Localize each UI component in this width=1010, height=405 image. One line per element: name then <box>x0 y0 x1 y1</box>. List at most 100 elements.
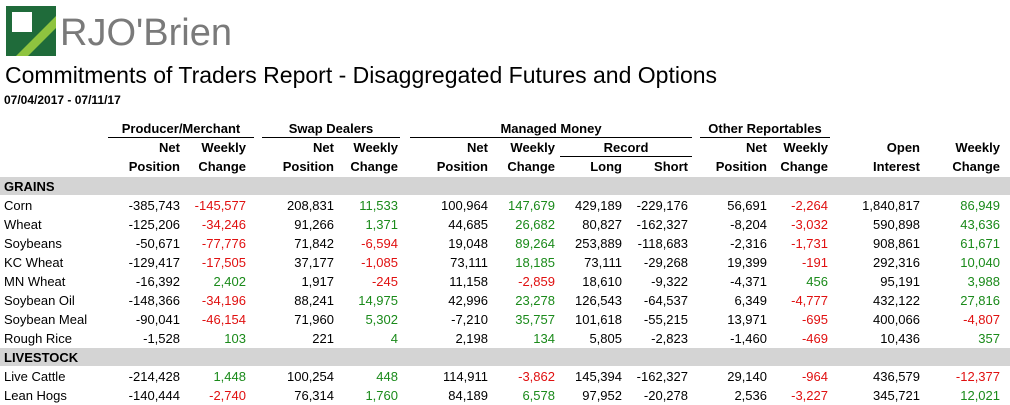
cell-oi-weekly-change: 27,816 <box>960 293 1000 308</box>
hdr-record-short: Short <box>654 159 688 174</box>
cell-prod-net-position: -90,041 <box>135 312 180 327</box>
cell-other-net-position: 13,971 <box>727 312 767 327</box>
cell-prod-weekly-change: 2,402 <box>213 274 246 289</box>
cell-record-long: 145,394 <box>575 369 622 384</box>
hdr-mm-position: Position <box>436 159 488 174</box>
cell-swap-weekly-change: -245 <box>371 274 398 289</box>
brand-name: RJO'Brien <box>60 12 232 54</box>
cell-record-short: -64,537 <box>643 293 688 308</box>
cell-other-weekly-change: 456 <box>806 274 828 289</box>
cell-prod-net-position: -125,206 <box>128 217 180 232</box>
underline-record <box>560 156 692 157</box>
cell-other-weekly-change: -964 <box>801 369 828 384</box>
cell-swap-weekly-change: 448 <box>376 369 398 384</box>
cell-record-short: -55,215 <box>643 312 688 327</box>
cell-mm-weekly-change: 6,578 <box>522 388 555 403</box>
cell-record-short: -162,327 <box>636 217 688 232</box>
cell-open-interest: 95,191 <box>880 274 920 289</box>
table-row: Corn -385,743 -145,577 208,831 11,533 100,964… <box>0 196 1010 215</box>
cell-prod-net-position: -148,366 <box>128 293 180 308</box>
cell-other-net-position: -8,204 <box>730 217 767 232</box>
hdr-swap-weekly: Weekly <box>353 140 398 155</box>
cell-record-long: 429,189 <box>575 198 622 213</box>
cell-prod-weekly-change: -34,196 <box>201 293 246 308</box>
cell-record-long: 5,805 <box>589 331 622 346</box>
table-row: Rough Rice -1,528 103 221 4 2,198 134 5,805 -2,8… <box>0 329 1010 348</box>
cell-oi-weekly-change: 3,988 <box>967 274 1000 289</box>
hdr-prod-net: Net <box>159 140 180 155</box>
cell-prod-net-position: -1,528 <box>143 331 180 346</box>
hdr-swap-position: Position <box>282 159 334 174</box>
hdr-swap-change: Change <box>350 159 398 174</box>
cell-other-net-position: 19,399 <box>727 255 767 270</box>
section-header-livestock: LIVESTOCK <box>0 348 1010 366</box>
cell-oi-weekly-change: -12,377 <box>955 369 1000 384</box>
hdr-prod-weekly: Weekly <box>201 140 246 155</box>
cell-open-interest: 292,316 <box>873 255 920 270</box>
cell-other-net-position: 6,349 <box>734 293 767 308</box>
section-title: GRAINS <box>4 179 55 194</box>
cell-mm-weekly-change: 147,679 <box>508 198 555 213</box>
cell-oi-weekly-change: 86,949 <box>960 198 1000 213</box>
cell-open-interest: 908,861 <box>873 236 920 251</box>
cell-open-interest: 1,840,817 <box>862 198 920 213</box>
cell-swap-weekly-change: 14,975 <box>358 293 398 308</box>
cell-other-net-position: 56,691 <box>727 198 767 213</box>
report-title: Commitments of Traders Report - Disaggre… <box>5 62 718 88</box>
hdr-other-net: Net <box>746 140 767 155</box>
cell-mm-weekly-change: -2,859 <box>518 274 555 289</box>
commodity-name: MN Wheat <box>4 274 66 289</box>
commodity-name: Rough Rice <box>4 331 72 346</box>
cell-mm-net-position: 73,111 <box>450 255 488 270</box>
cell-swap-weekly-change: 11,533 <box>359 198 398 213</box>
cell-swap-weekly-change: 5,302 <box>365 312 398 327</box>
table-row: Live Cattle -214,428 1,448 100,254 448 114,91… <box>0 367 1010 386</box>
hdr-open: Open <box>886 140 920 155</box>
underline-managed <box>410 137 692 138</box>
cell-record-short: -162,327 <box>636 369 688 384</box>
cell-mm-weekly-change: 134 <box>533 331 555 346</box>
cell-mm-net-position: 44,685 <box>448 217 488 232</box>
cell-swap-net-position: 1,917 <box>301 274 334 289</box>
cell-swap-weekly-change: -6,594 <box>361 236 398 251</box>
cell-other-weekly-change: -3,032 <box>791 217 828 232</box>
cell-open-interest: 10,436 <box>880 331 920 346</box>
cell-open-interest: 345,721 <box>873 388 920 403</box>
cell-other-net-position: -4,371 <box>730 274 767 289</box>
cell-swap-net-position: 88,241 <box>294 293 334 308</box>
cell-prod-net-position: -50,671 <box>135 236 180 251</box>
hdr-mm-net: Net <box>467 140 488 155</box>
cell-other-net-position: 2,536 <box>734 388 767 403</box>
cell-swap-net-position: 100,254 <box>287 369 334 384</box>
cell-open-interest: 436,579 <box>873 369 920 384</box>
cell-mm-net-position: 19,048 <box>448 236 488 251</box>
cell-oi-weekly-change: 357 <box>978 331 1000 346</box>
cell-record-long: 126,543 <box>575 293 622 308</box>
cell-mm-net-position: 100,964 <box>441 198 488 213</box>
cell-mm-net-position: -7,210 <box>451 312 488 327</box>
table-row: Lean Hogs -140,444 -2,740 76,314 1,760 84,189… <box>0 386 1010 405</box>
cell-prod-weekly-change: 1,448 <box>213 369 246 384</box>
cell-other-weekly-change: -191 <box>801 255 828 270</box>
hdr-weekly: Weekly <box>955 140 1000 155</box>
table-row: Soybean Meal -90,041 -46,154 71,960 5,302 -7,… <box>0 310 1010 329</box>
cell-swap-weekly-change: 4 <box>390 331 398 346</box>
cell-oi-weekly-change: 43,636 <box>960 217 1000 232</box>
section-title: LIVESTOCK <box>4 350 79 365</box>
commodity-name: Corn <box>4 198 33 213</box>
cell-mm-weekly-change: 23,278 <box>515 293 555 308</box>
cell-prod-weekly-change: 103 <box>224 331 246 346</box>
cell-record-short: -118,683 <box>637 236 688 251</box>
hdr-record-long: Long <box>590 159 622 174</box>
cell-other-weekly-change: -3,227 <box>791 388 828 403</box>
rjobrien-logo-mark-icon <box>6 6 56 56</box>
table-row: Soybean Oil -148,366 -34,196 88,241 14,975 42… <box>0 291 1010 310</box>
cell-record-short: -9,322 <box>651 274 688 289</box>
cell-oi-weekly-change: 10,040 <box>960 255 1000 270</box>
cell-oi-weekly-change: 61,671 <box>960 236 1000 251</box>
cell-open-interest: 432,122 <box>873 293 920 308</box>
cell-mm-weekly-change: 35,757 <box>515 312 555 327</box>
cell-record-short: -2,823 <box>651 331 688 346</box>
cell-open-interest: 400,066 <box>873 312 920 327</box>
cell-mm-weekly-change: 89,264 <box>515 236 555 251</box>
